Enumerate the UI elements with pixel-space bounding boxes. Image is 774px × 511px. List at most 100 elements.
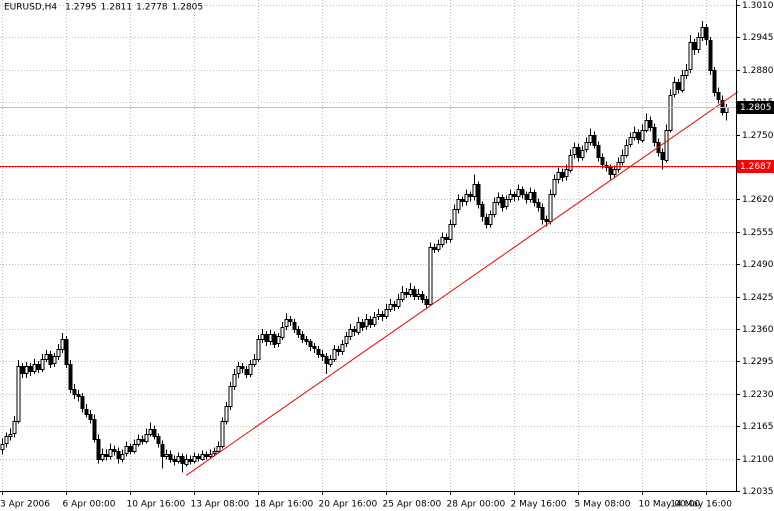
bear-body [160, 444, 165, 457]
bear-body [272, 334, 277, 345]
bull-body [144, 434, 149, 442]
bull-body [624, 145, 629, 156]
price-label-box [737, 101, 774, 114]
bull-body [388, 304, 393, 310]
bull-body [556, 172, 561, 180]
bear-body [392, 304, 397, 307]
bull-body [696, 37, 701, 50]
bear-body [648, 120, 653, 128]
bull-body [612, 169, 617, 175]
bear-body [576, 147, 581, 158]
bull-body [428, 247, 433, 305]
y-tick-label: 1.2100 [742, 455, 774, 465]
bull-body [60, 339, 65, 350]
bull-body [232, 374, 237, 387]
y-tick-label: 1.2230 [742, 390, 774, 400]
bull-body [276, 336, 281, 344]
header: EURUSD,H4 1.2795 1.2811 1.2778 1.2805 [4, 3, 203, 13]
x-tick-label: 3 Apr 2006 [0, 500, 50, 510]
bull-body [8, 434, 13, 437]
bear-body [480, 204, 485, 217]
bull-body [664, 130, 669, 161]
bull-body [16, 366, 21, 422]
bear-body [608, 167, 613, 175]
bear-body [720, 100, 725, 113]
y-tick-label: 1.2035 [742, 487, 774, 497]
bull-body [212, 451, 217, 454]
bear-body [112, 449, 117, 452]
bull-body [32, 364, 37, 372]
bull-body [216, 446, 221, 452]
bull-body [492, 202, 497, 215]
bull-body [436, 244, 441, 250]
bull-body [680, 75, 685, 91]
bear-body [156, 436, 161, 444]
trendline [185, 91, 739, 476]
bull-body [396, 299, 401, 307]
bear-body [300, 334, 305, 340]
y-tick-label: 1.2490 [742, 260, 774, 270]
bull-body [552, 179, 557, 195]
bull-body [52, 356, 57, 364]
bull-body [364, 319, 369, 327]
bull-body [0, 444, 5, 450]
grid [0, 0, 736, 492]
overlay [0, 91, 739, 476]
bull-body [564, 169, 569, 177]
bear-body [240, 366, 245, 369]
bear-body [380, 314, 385, 317]
bull-body [516, 189, 521, 197]
bull-body [208, 454, 213, 457]
bull-body [372, 317, 377, 325]
bull-body [632, 132, 637, 138]
bull-body [440, 237, 445, 245]
bull-body [644, 120, 649, 131]
y-tick-label: 1.2555 [742, 228, 774, 238]
bear-body [36, 364, 41, 370]
bull-body [528, 192, 533, 200]
bear-body [484, 217, 489, 225]
bear-body [288, 319, 293, 322]
bull-body [588, 135, 593, 143]
y-tick-label: 1.2360 [742, 325, 774, 335]
bear-body [560, 172, 565, 178]
x-tick-label: 14 May 16:00 [670, 500, 732, 510]
bear-body [544, 219, 549, 222]
bear-body [20, 366, 25, 374]
bull-body [580, 150, 585, 158]
bear-body [28, 366, 33, 372]
y-tick-label: 1.2945 [742, 33, 774, 43]
bull-body [344, 336, 349, 344]
bull-body [248, 364, 253, 375]
x-tick-label: 6 Apr 00:00 [63, 500, 116, 510]
bear-body [596, 145, 601, 158]
bull-body [700, 27, 705, 38]
bear-body [512, 194, 517, 197]
bear-body [292, 322, 297, 330]
bull-body [628, 137, 633, 145]
bear-body [116, 451, 121, 459]
x-tick-label: 20 Apr 16:00 [319, 500, 378, 510]
bear-body [324, 356, 329, 364]
bear-body [76, 394, 81, 397]
bear-body [520, 189, 525, 195]
bull-body [148, 429, 153, 435]
bull-body [568, 155, 573, 171]
x-tick-label: 10 Apr 16:00 [127, 500, 186, 510]
header-ohlc: 1.2811 [101, 3, 133, 13]
bull-body [684, 70, 689, 76]
hline-label: 1.2687 [740, 162, 772, 172]
bear-body [88, 414, 93, 420]
x-tick-label: 25 Apr 08:00 [383, 500, 442, 510]
bear-body [368, 319, 373, 325]
bear-body [468, 194, 473, 197]
bear-body [312, 346, 317, 349]
bear-body [636, 132, 641, 140]
bear-body [676, 82, 681, 90]
bull-body [724, 107, 729, 113]
bull-body [472, 184, 477, 197]
bear-body [196, 456, 201, 459]
bear-body [172, 459, 177, 462]
y-tick-label: 1.2295 [742, 357, 774, 367]
